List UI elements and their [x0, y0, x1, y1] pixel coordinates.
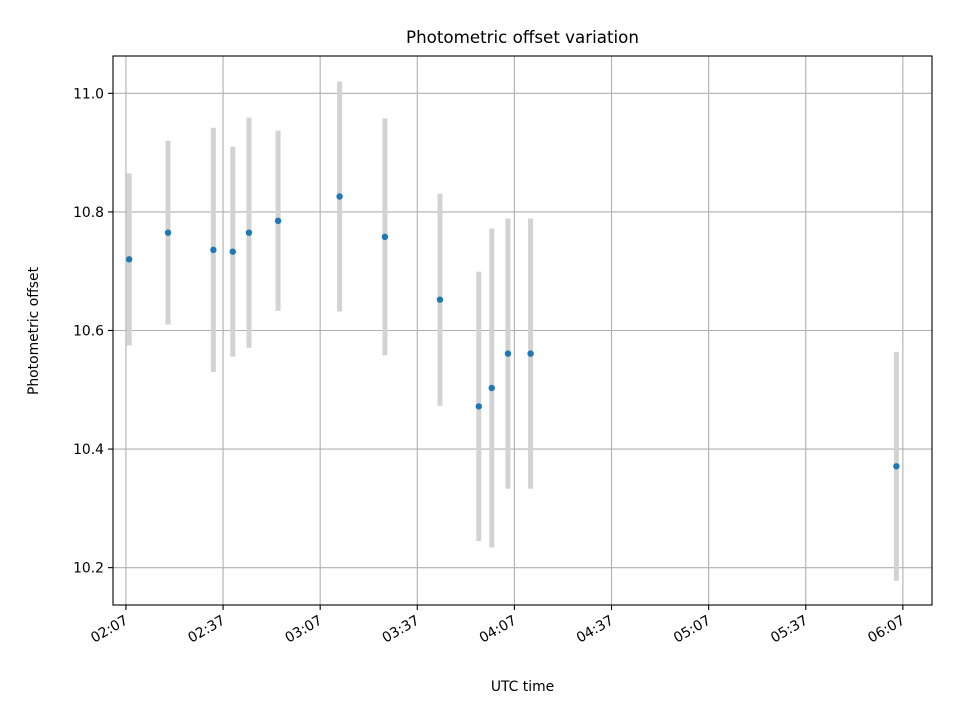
data-point [229, 248, 236, 255]
y-axis-label: Photometric offset [26, 266, 42, 395]
data-point [274, 217, 282, 225]
chart-title: Photometric offset variation [406, 27, 639, 47]
y-tick-label: 10.4 [73, 442, 104, 458]
data-point [488, 384, 495, 392]
data-point [504, 350, 512, 357]
data-point [527, 350, 534, 357]
data-point [164, 229, 172, 236]
data-point [125, 256, 133, 263]
data-point [436, 296, 444, 303]
data-point [210, 246, 217, 254]
data-point [245, 229, 253, 236]
x-axis-label: UTC time [491, 679, 554, 695]
data-point [475, 403, 482, 410]
data-point [893, 463, 900, 470]
y-tick-label: 11.0 [73, 86, 104, 102]
y-tick-label: 10.2 [73, 561, 104, 577]
data-point [336, 193, 343, 200]
y-tick-label: 10.6 [73, 324, 104, 340]
data-point [381, 233, 389, 241]
y-tick-label: 10.8 [73, 205, 104, 221]
